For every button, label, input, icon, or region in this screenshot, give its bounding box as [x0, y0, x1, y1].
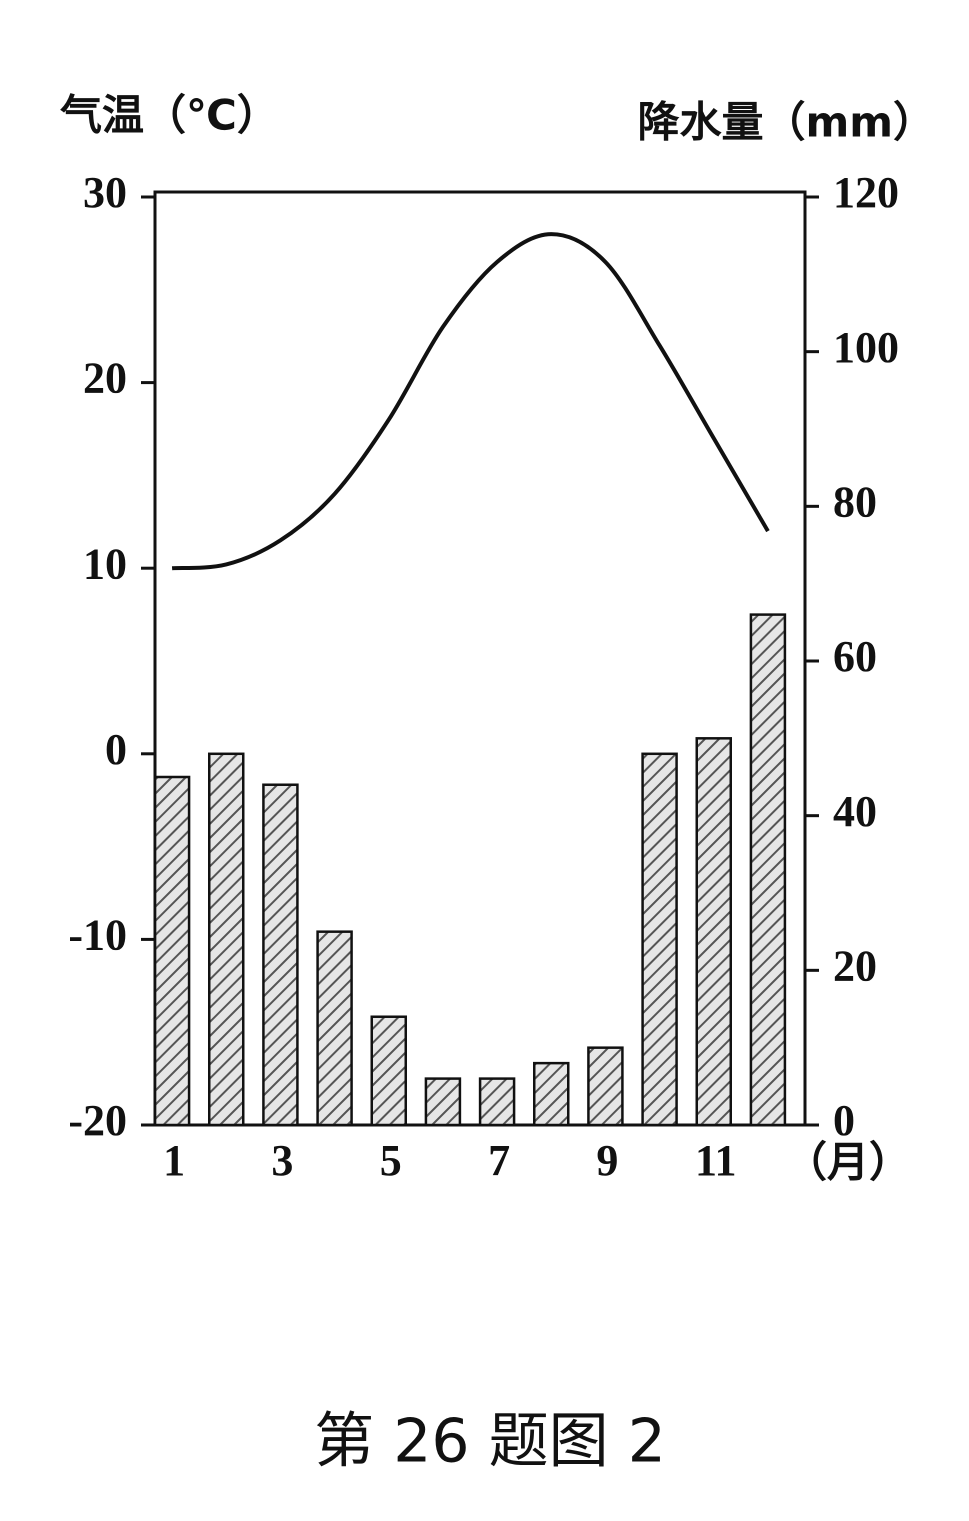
- bar: [587, 1046, 624, 1127]
- caption: 第 26 题图 2: [314, 1407, 666, 1477]
- bar: [695, 737, 732, 1127]
- bar: [153, 775, 191, 1127]
- x-tick-label: 5: [380, 1136, 402, 1185]
- bar: [749, 613, 787, 1127]
- y2-axis-title: 降水量（mm）: [637, 98, 935, 147]
- y-tick-label: 20: [83, 354, 127, 403]
- bar: [424, 1077, 462, 1127]
- y2-tick-label: 0: [833, 1096, 855, 1145]
- x-axis-title: （月）: [785, 1138, 911, 1187]
- x-tick-label: 9: [596, 1136, 618, 1185]
- x-tick-label: 11: [695, 1136, 737, 1185]
- y-tick-label: 30: [83, 168, 127, 217]
- bar: [370, 1015, 407, 1127]
- y-tick-label: -20: [68, 1096, 127, 1145]
- x-tick-label: 1: [163, 1136, 185, 1185]
- bar: [208, 752, 245, 1127]
- y2-tick-label: 100: [833, 323, 899, 372]
- y2-tick-label: 20: [833, 941, 877, 990]
- y-tick-label: 0: [105, 725, 127, 774]
- bar: [641, 752, 678, 1127]
- y2-tick-label: 120: [833, 168, 899, 217]
- x-tick-label: 3: [271, 1136, 293, 1185]
- bar: [262, 783, 299, 1127]
- temperature-line: [171, 232, 770, 571]
- y2-tick-label: 40: [833, 787, 877, 836]
- y2-tick-label: 60: [833, 632, 877, 681]
- bar: [478, 1077, 516, 1127]
- bar: [533, 1061, 570, 1127]
- bar: [316, 930, 353, 1127]
- y-tick-label: -10: [68, 910, 127, 959]
- y-tick-label: 10: [83, 539, 127, 588]
- x-tick-label: 7: [488, 1136, 510, 1185]
- y2-tick-label: 80: [833, 477, 877, 526]
- y-axis-title: 气温（℃）: [60, 91, 279, 140]
